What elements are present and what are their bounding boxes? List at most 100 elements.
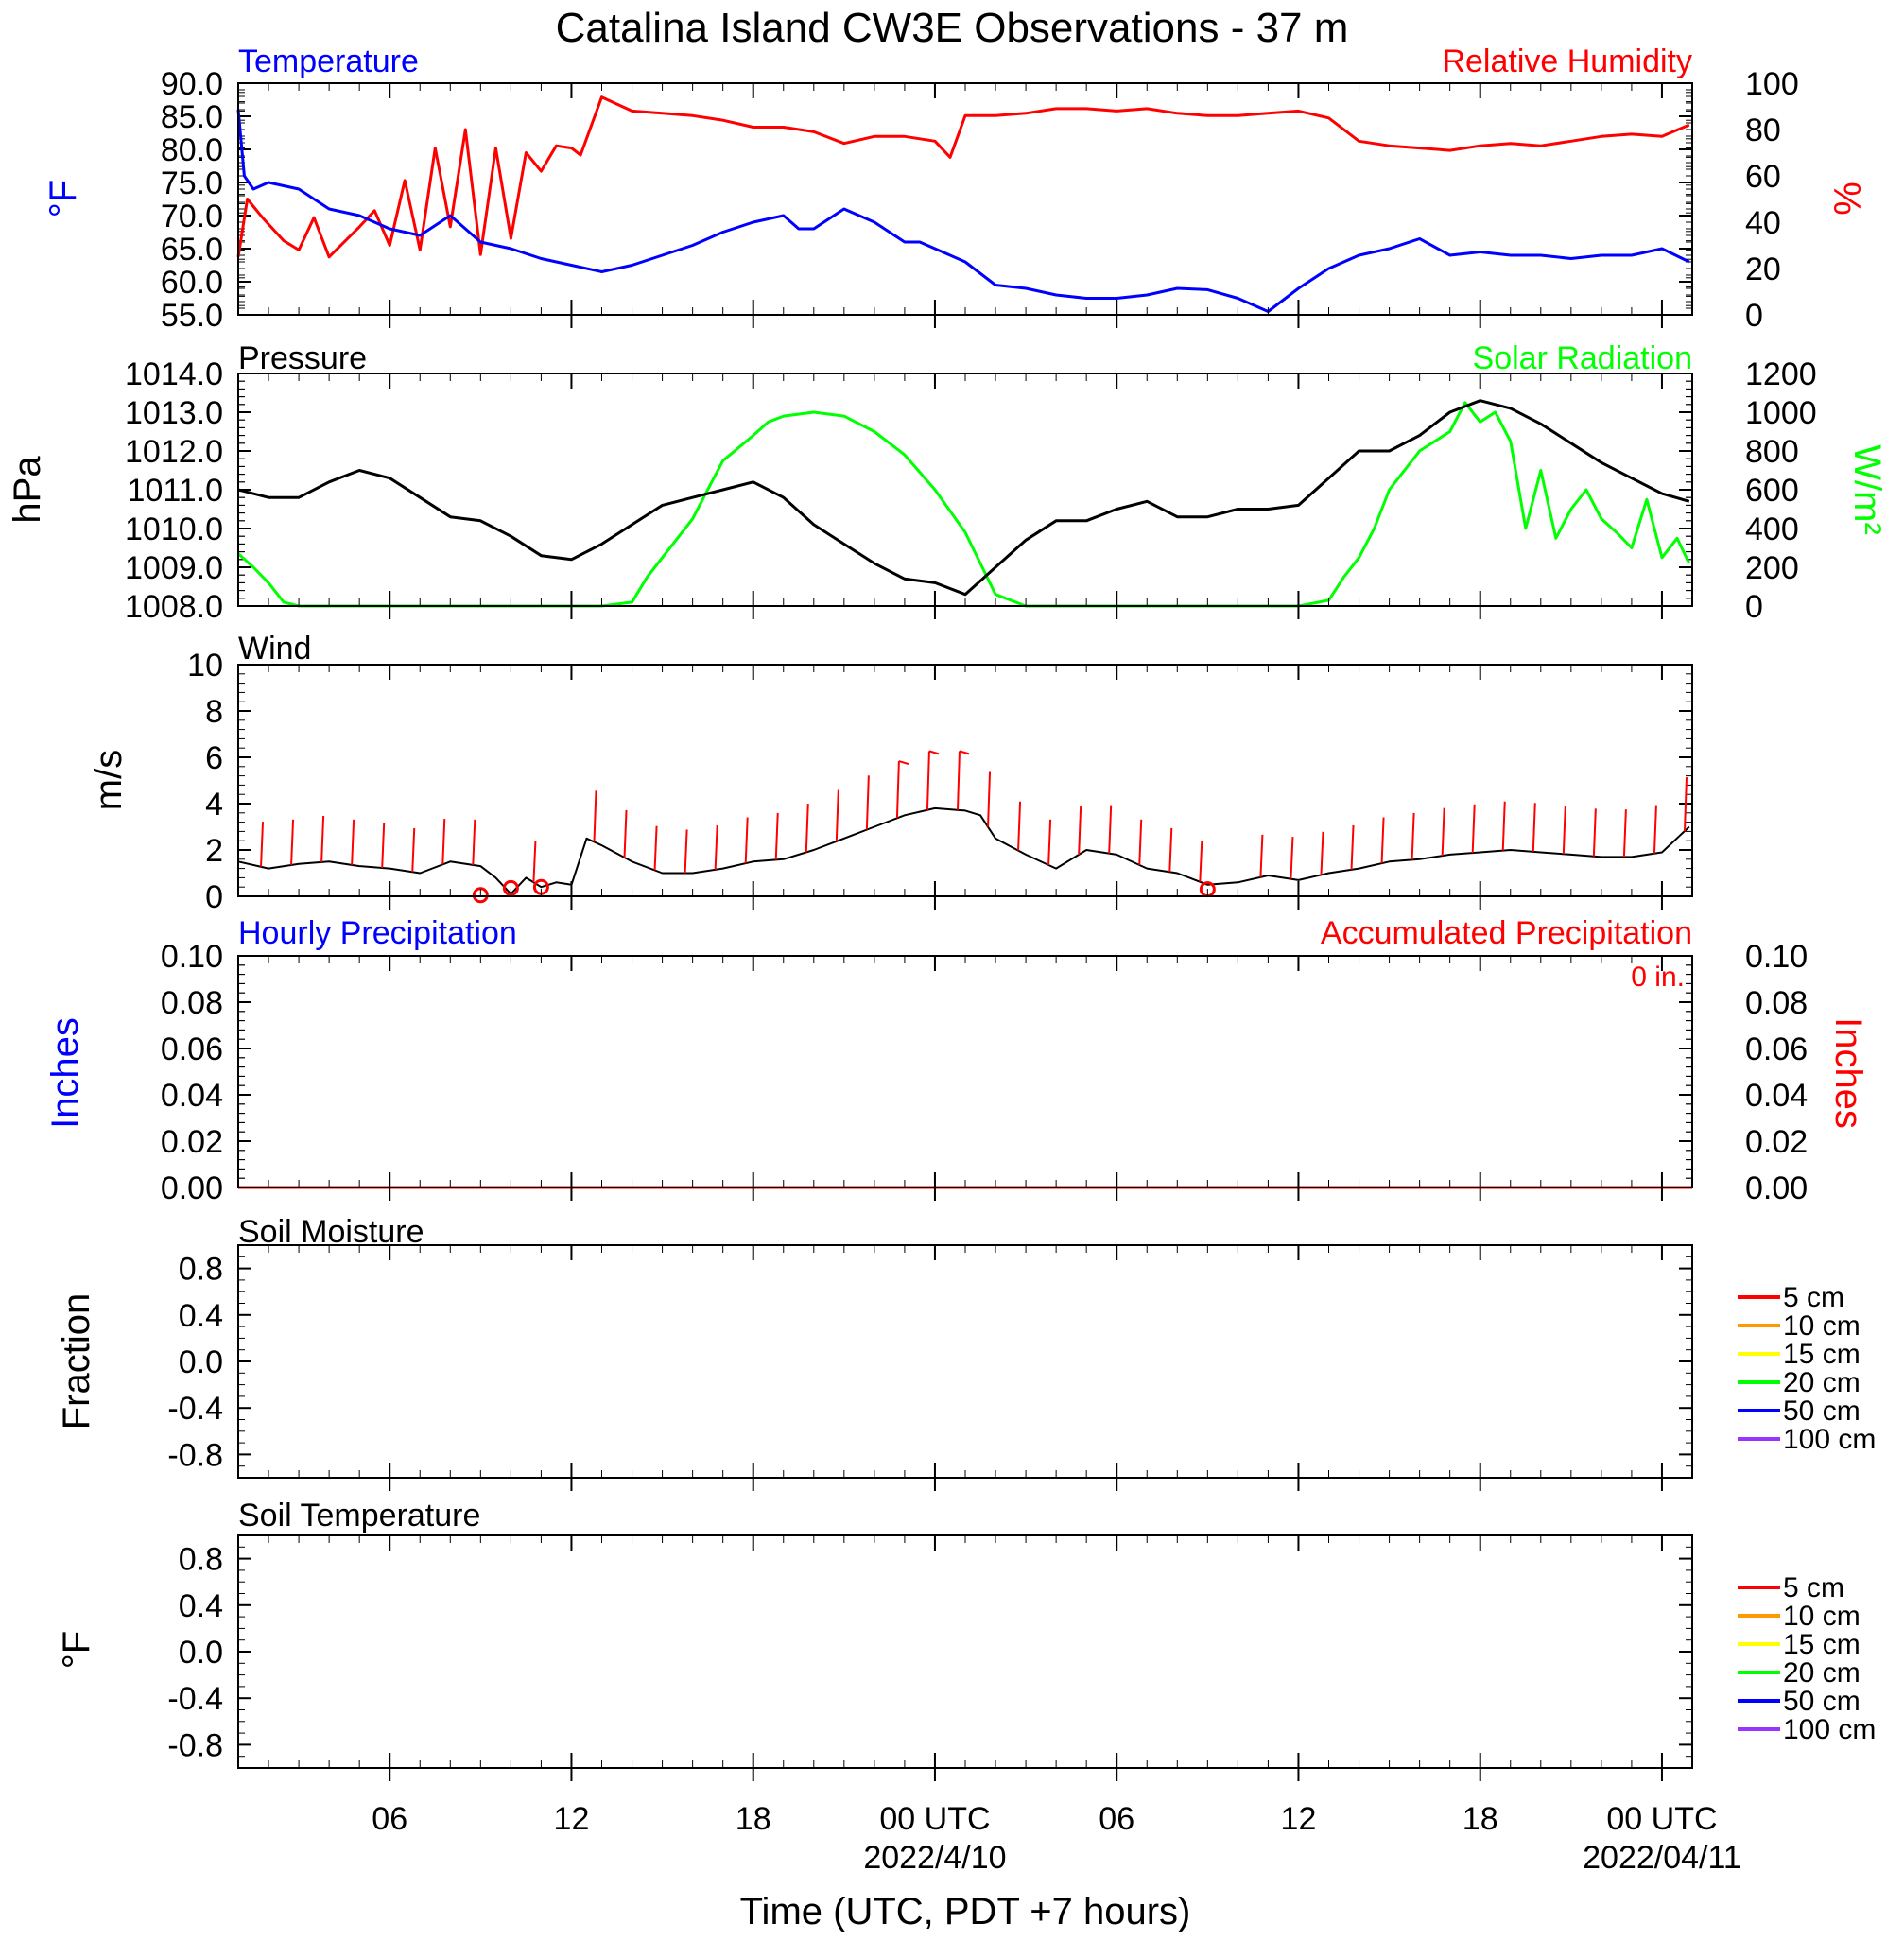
accum-precip-title: Accumulated Precipitation	[1321, 915, 1692, 951]
wind-barb	[1501, 801, 1506, 851]
hourly-precip-tick-label: 0.10	[161, 939, 223, 975]
hourly-precip-tick-labels: 0.10 0.08 0.06 0.04 0.02 0.00	[161, 939, 1692, 1206]
precip-total-label: 0 in.	[1631, 962, 1685, 993]
hourly-precip-axis-label: Inches	[44, 1017, 86, 1129]
wind-tick-label: 2	[205, 833, 223, 869]
figure-title: Catalina Island CW3E Observations - 37 m	[556, 5, 1349, 51]
legend-label: 15 cm	[1783, 1629, 1861, 1660]
wind-barb	[1047, 819, 1052, 865]
wind-barb	[956, 751, 961, 810]
pressure-tick-label: 1012.0	[125, 434, 223, 470]
soil-temp-tick-labels: 0.8 0.4 0.0 -0.4 -0.8	[167, 1534, 1692, 1769]
temp-tick-label: 80.0	[161, 132, 223, 168]
hourly-precip-tick-label: 0.00	[161, 1170, 223, 1206]
wind-barb	[593, 790, 597, 842]
wind-barb	[1138, 819, 1143, 865]
wind-barb	[1108, 805, 1113, 854]
solar-tick-label: 600	[1745, 473, 1799, 509]
hourly-precip-tick-label: 0.02	[161, 1124, 223, 1160]
hourly-precip-tick-label: 0.06	[161, 1031, 223, 1067]
rh-tick-labels: 100 80 60 40 20 0	[238, 66, 1799, 334]
panel-wind: Wind m/s 10 8 6 4 2 0	[88, 631, 1693, 915]
wind-axis-label: m/s	[88, 750, 130, 810]
wind-tick-label: 4	[205, 787, 223, 823]
rh-axis-label: %	[1826, 182, 1867, 216]
wind-barb-flag	[959, 750, 970, 755]
time-tick-label: 06	[372, 1801, 407, 1837]
accum-precip-tick-label: 0.08	[1745, 985, 1808, 1021]
solar-tick-label: 1200	[1745, 356, 1817, 392]
wind-barb	[381, 823, 386, 869]
solar-tick-label: 200	[1745, 550, 1799, 586]
rh-tick-label: 0	[1745, 298, 1763, 334]
wind-speed-line	[237, 806, 1690, 895]
wind-barb	[1320, 831, 1324, 875]
soil-temp-title: Soil Temperature	[238, 1498, 480, 1534]
pressure-tick-label: 1009.0	[125, 550, 223, 586]
soil-temp-tick-label: -0.4	[167, 1681, 223, 1717]
legend-label: 20 cm	[1783, 1367, 1861, 1398]
rh-tick-label: 80	[1745, 113, 1781, 148]
humidity-title: Relative Humidity	[1442, 43, 1692, 79]
time-tick-label: 00 UTC	[1606, 1801, 1717, 1837]
pressure-line	[237, 399, 1690, 597]
wind-barb	[472, 819, 476, 865]
soil-moisture-title: Soil Moisture	[238, 1214, 424, 1250]
legend-label: 20 cm	[1783, 1657, 1861, 1689]
wind-barb	[351, 819, 355, 865]
wind-barb	[653, 825, 658, 871]
legend-label: 10 cm	[1783, 1601, 1861, 1632]
accum-precip-tick-labels: 0.10 0.08 0.06 0.04 0.02 0.00	[238, 939, 1808, 1206]
solar-title: Solar Radiation	[1473, 340, 1692, 376]
temp-rh-series	[236, 95, 1690, 313]
solar-tick-label: 1000	[1745, 395, 1817, 431]
pressure-tick-label: 1014.0	[125, 356, 223, 392]
temp-tick-label: 85.0	[161, 99, 223, 135]
legend-label: 15 cm	[1783, 1339, 1861, 1370]
time-tick-label: 12	[1281, 1801, 1317, 1837]
temp-tick-label: 55.0	[161, 298, 223, 334]
soil-temp-axis-label: °F	[56, 1631, 97, 1669]
temp-tick-label: 90.0	[161, 66, 223, 102]
humidity-line	[236, 95, 1690, 259]
wind-title: Wind	[238, 631, 311, 667]
soil-moisture-tick-label: -0.4	[167, 1391, 223, 1427]
accum-precip-tick-label: 0.10	[1745, 939, 1808, 975]
wind-barb	[320, 815, 325, 862]
wind-barb	[714, 824, 718, 870]
wind-barb	[290, 819, 295, 865]
wind-barb	[926, 751, 930, 810]
wind-barb	[895, 761, 900, 819]
wind-barb	[1622, 809, 1627, 858]
temp-tick-labels: 90.085.080.075.070.065.060.055.0	[161, 66, 1692, 334]
solar-axis-label: W/m²	[1846, 444, 1888, 535]
pressure-tick-label: 1010.0	[125, 511, 223, 547]
wind-barb	[805, 804, 809, 853]
date-tick-label: 2022/4/10	[863, 1840, 1006, 1876]
temp-axis-label: °F	[43, 180, 84, 217]
wind-barb	[987, 771, 992, 827]
solar-tick-label: 0	[1745, 589, 1763, 625]
accum-precip-tick-label: 0.00	[1745, 1170, 1808, 1206]
soil-moisture-tick-label: 0.4	[179, 1298, 223, 1334]
temp-tick-label: 75.0	[161, 165, 223, 201]
accum-precip-tick-label: 0.02	[1745, 1124, 1808, 1160]
time-tick-label: 18	[736, 1801, 771, 1837]
time-tick-label: 06	[1099, 1801, 1134, 1837]
temp-tick-label: 60.0	[161, 265, 223, 301]
panel-soil-temp: Soil Temperature °F 0.8 0.4 0.0 -0.4 -0.8 5 …	[56, 1498, 1876, 1769]
legend-label: 5 cm	[1783, 1572, 1844, 1603]
wind-barb	[1411, 812, 1415, 860]
rh-tick-label: 20	[1745, 251, 1781, 287]
wind-barb	[1168, 827, 1173, 873]
pressure-tick-label: 1011.0	[128, 473, 223, 509]
wind-barb-flag	[898, 760, 909, 766]
wind-barb	[744, 817, 749, 864]
legend-label: 50 cm	[1783, 1686, 1861, 1717]
wind-barb	[1592, 808, 1597, 857]
legend-label: 100 cm	[1783, 1424, 1876, 1455]
rh-tick-label: 100	[1745, 66, 1799, 102]
wind-barb	[865, 775, 870, 830]
